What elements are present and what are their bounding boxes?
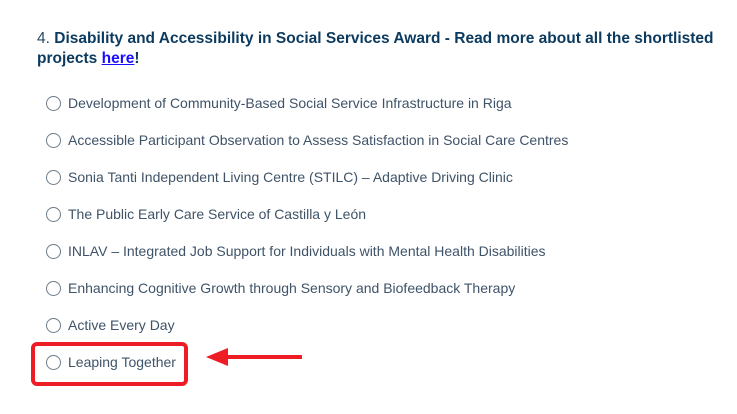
option-label: Accessible Participant Observation to As… xyxy=(68,132,569,148)
option-label: INLAV – Integrated Job Support for Indiv… xyxy=(68,243,546,259)
option-label: Active Every Day xyxy=(68,317,175,333)
option-inlav[interactable]: INLAV – Integrated Job Support for Indiv… xyxy=(46,240,546,262)
option-stilc[interactable]: Sonia Tanti Independent Living Centre (S… xyxy=(46,166,513,188)
radio-button[interactable] xyxy=(46,206,61,222)
highlight-box xyxy=(31,342,188,386)
radio-button[interactable] xyxy=(46,132,61,148)
red-arrow-icon xyxy=(206,348,302,366)
here-link[interactable]: here xyxy=(101,50,135,67)
radio-button[interactable] xyxy=(46,243,61,259)
question-suffix: ! xyxy=(134,50,140,67)
radio-button[interactable] xyxy=(46,169,61,185)
option-participant-observation[interactable]: Accessible Participant Observation to As… xyxy=(46,129,568,151)
option-label: The Public Early Care Service of Castill… xyxy=(68,206,367,222)
radio-button[interactable] xyxy=(46,317,61,333)
radio-button[interactable] xyxy=(46,280,61,296)
option-cognitive-growth[interactable]: Enhancing Cognitive Growth through Senso… xyxy=(46,277,515,299)
question-title: 4. Disability and Accessibility in Socia… xyxy=(37,29,717,69)
option-label: Sonia Tanti Independent Living Centre (S… xyxy=(68,169,513,185)
question-text: Disability and Accessibility in Social S… xyxy=(37,30,714,67)
option-castilla[interactable]: The Public Early Care Service of Castill… xyxy=(46,203,366,225)
option-leaping-together[interactable]: Leaping Together xyxy=(46,351,176,373)
option-riga[interactable]: Development of Community-Based Social Se… xyxy=(46,92,512,114)
option-label: Enhancing Cognitive Growth through Senso… xyxy=(68,280,516,296)
option-active-every-day[interactable]: Active Every Day xyxy=(46,314,175,336)
option-label: Development of Community-Based Social Se… xyxy=(68,95,512,111)
radio-button[interactable] xyxy=(46,95,61,111)
option-label: Leaping Together xyxy=(68,354,176,370)
question-number: 4. xyxy=(37,30,50,47)
radio-button[interactable] xyxy=(46,354,61,370)
